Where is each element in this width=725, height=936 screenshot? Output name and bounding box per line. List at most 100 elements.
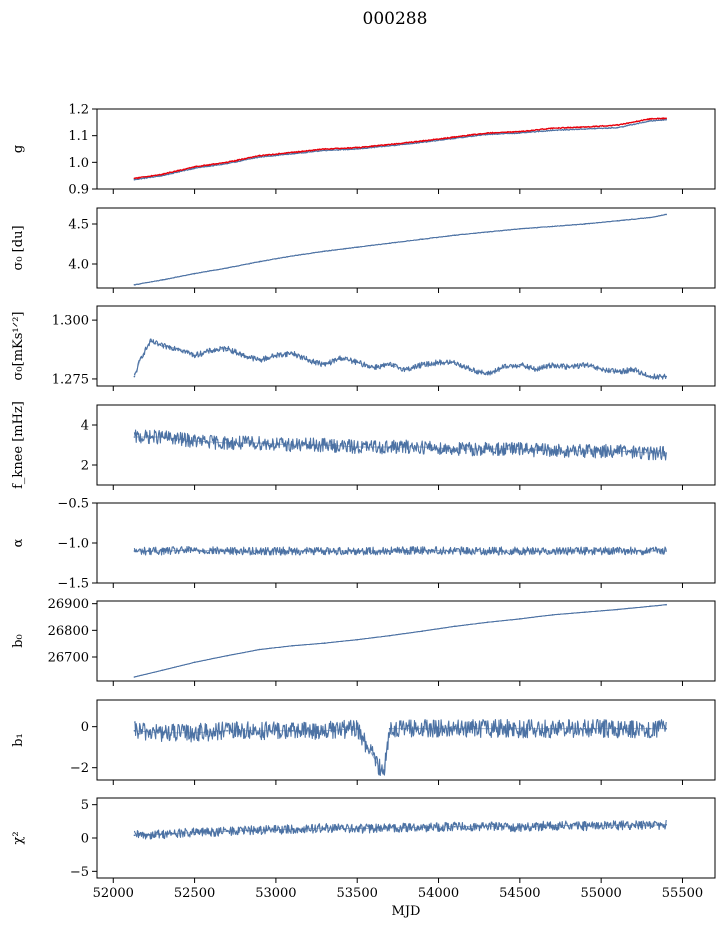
series-trend-g-0 (134, 119, 667, 181)
y-axis-label-g: g (11, 145, 26, 153)
panel-fknee: 2 4 f_knee [mHz] (11, 401, 716, 490)
data-point-g (421, 140, 424, 142)
x-tick-label: 54000 (418, 886, 459, 901)
y-tick-label-alpha: −1.0 (57, 537, 89, 552)
axes-frame-chi2 (96, 797, 716, 879)
data-point-b0 (519, 618, 521, 620)
data-point-g (584, 126, 586, 128)
data-point-fknee (551, 450, 554, 452)
data-point-sigma0-mks (388, 364, 391, 366)
data-point-chi2 (551, 824, 554, 827)
data-point-sigma0 (584, 223, 586, 225)
data-point-b0 (616, 608, 619, 611)
panel-alpha: −1.5 −1.0 −0.5 α (11, 497, 716, 592)
data-point-g (616, 126, 619, 129)
data-point-b1 (226, 730, 228, 732)
y-tick-label-b0: 26800 (48, 624, 89, 639)
axes-frame-alpha (96, 502, 716, 584)
data-point-fknee (649, 452, 651, 454)
data-point-b0 (258, 648, 261, 651)
series-line-fknee-0 (133, 429, 667, 461)
series-trend-sigma0-mks-0 (133, 340, 667, 378)
series-line-sigma0-0 (134, 213, 667, 286)
data-point-fknee (226, 442, 228, 444)
data-point-b1 (258, 730, 261, 732)
data-point-sigma0-mks (600, 368, 602, 371)
x-tick-label: 52500 (174, 886, 215, 901)
x-tick-label: 52000 (93, 886, 134, 901)
data-point-g (388, 145, 391, 147)
panels: 0.9 1.0 1.1 1.2 g 4.0 4.5 σ₀ [du] 1.275 1.300 σ₀[m… (11, 103, 716, 919)
series-trend-alpha-0 (134, 549, 667, 552)
y-axis-label-b1: b₁ (11, 733, 26, 747)
series-line-alpha-0 (133, 546, 667, 556)
data-point-sigma0-mks (584, 364, 586, 366)
y-axis-label-fknee: f_knee [mHz] (11, 401, 26, 489)
data-point-b0 (551, 614, 554, 616)
data-point-g (649, 118, 651, 120)
data-point-chi2 (665, 823, 667, 826)
data-point-alpha (454, 550, 456, 552)
data-point-chi2 (323, 827, 326, 829)
data-point-g (388, 143, 391, 146)
data-point-fknee (356, 446, 359, 448)
data-point-fknee (291, 444, 294, 446)
data-point-chi2 (649, 824, 651, 827)
data-point-b1 (649, 727, 651, 730)
series-line-sigma0-mks-0 (133, 338, 667, 380)
data-point-sigma0 (388, 242, 391, 244)
y-tick-label-b1: −2 (70, 761, 89, 776)
data-point-sigma0-mks (258, 359, 261, 361)
data-point-g (519, 132, 521, 134)
data-point-fknee (665, 452, 667, 454)
data-point-b0 (486, 621, 489, 624)
data-point-alpha (649, 550, 651, 552)
data-point-b1 (551, 727, 554, 730)
series-line-chi2-0 (133, 819, 667, 840)
data-point-sigma0-mks (242, 354, 245, 357)
y-tick-label-alpha: −1.5 (57, 577, 89, 592)
data-point-sigma0-mks (149, 340, 152, 343)
data-point-alpha (291, 550, 294, 552)
data-point-g (584, 128, 586, 130)
data-point-b1 (584, 727, 586, 730)
data-point-chi2 (584, 825, 586, 827)
data-point-chi2 (193, 831, 196, 834)
data-point-g (193, 166, 196, 168)
data-point-alpha (421, 549, 424, 551)
data-point-chi2 (133, 834, 136, 837)
data-point-sigma0 (486, 231, 489, 233)
data-point-b1 (356, 727, 359, 730)
data-point-sigma0-mks (405, 368, 407, 371)
data-point-b1 (161, 732, 163, 734)
data-point-g (616, 124, 619, 126)
data-point-b0 (665, 603, 667, 606)
data-point-alpha (356, 550, 359, 552)
data-point-g (356, 148, 359, 150)
data-point-alpha (616, 550, 619, 552)
data-point-chi2 (161, 833, 163, 835)
data-point-sigma0 (519, 228, 521, 230)
data-point-b0 (421, 630, 424, 632)
y-tick-label-b0: 26700 (48, 651, 89, 666)
data-point-b0 (226, 654, 228, 657)
data-point-sigma0 (323, 250, 326, 252)
data-point-sigma0-mks (665, 375, 667, 378)
data-point-sigma0 (193, 272, 196, 275)
y-axis-label-sigma0-mks: σ₀[mKs¹ᐟ²] (11, 312, 26, 381)
data-point-sigma0-mks (226, 347, 228, 350)
data-point-sigma0-mks (437, 361, 440, 364)
y-axis-label-chi2: χ² (11, 831, 26, 844)
data-point-sigma0 (356, 246, 359, 248)
data-point-alpha (486, 550, 489, 552)
data-point-g (226, 161, 228, 164)
data-point-sigma0-mks (470, 368, 472, 371)
series-trend-chi2-0 (134, 824, 667, 836)
data-point-chi2 (486, 825, 489, 827)
data-point-sigma0 (291, 255, 294, 257)
series-trend-b0-0 (134, 604, 667, 678)
axes-frame-sigma0-mks (96, 305, 716, 387)
data-point-b0 (291, 645, 294, 647)
series-trend-fknee-0 (134, 436, 667, 454)
y-tick-label-sigma0: 4.0 (68, 258, 89, 273)
